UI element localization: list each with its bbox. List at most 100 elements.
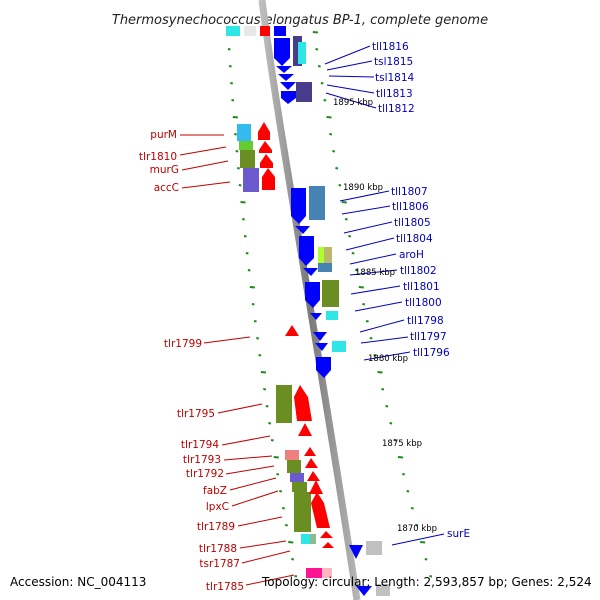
connector-tlr1794 <box>221 435 271 446</box>
feature-fabZ-domain <box>290 473 304 482</box>
connector-lpxC <box>231 490 279 507</box>
major-tick-mark <box>273 456 279 459</box>
minor-tick-mark <box>276 473 280 476</box>
gene-label-tlr1793[interactable]: tlr1793 <box>183 454 221 466</box>
gene-arrow-tsl1815 <box>276 66 292 73</box>
kbp-markers: 1895 kbp 1890 kbp 1885 kbp 1880 kbp 1875… <box>333 98 437 534</box>
gene-label-tlr1795[interactable]: tlr1795 <box>177 408 215 420</box>
connector-tll1812 <box>325 92 377 109</box>
kbp-label: 1890 kbp <box>343 183 383 193</box>
gene-label-tsl1814[interactable]: tsl1814 <box>375 72 415 84</box>
connector-tll1801 <box>350 285 401 295</box>
connector-tlr1792 <box>225 465 275 475</box>
minor-tick-mark <box>355 269 358 272</box>
gene-label-tll1816[interactable]: tll1816 <box>372 41 409 53</box>
gene-label-tlr1788[interactable]: tlr1788 <box>199 543 237 555</box>
connector-tlr1795 <box>217 403 263 414</box>
feature-tlr1788-domain <box>301 534 310 544</box>
minor-tick-mark <box>338 184 342 187</box>
connector-tll1796 <box>363 351 411 361</box>
connector-fabZ <box>229 477 277 491</box>
feature-tll1813-domain <box>296 82 312 102</box>
major-tick-mark <box>240 201 246 204</box>
gene-label-tll1807[interactable]: tll1807 <box>391 186 428 198</box>
gene-label-tlr1810[interactable]: tlr1810 <box>139 151 177 163</box>
connector-tll1806 <box>341 205 391 215</box>
gene-label-fabZ[interactable]: fabZ <box>203 485 227 497</box>
gene-arrow-murG <box>260 154 273 168</box>
connector-tlr1788 <box>239 540 287 549</box>
gene-arrow-tll1806 <box>295 226 310 234</box>
gene-label-tlr1792[interactable]: tlr1792 <box>186 468 224 480</box>
major-tick-mark <box>397 456 404 459</box>
gene-label-lpxC[interactable]: lpxC <box>206 501 229 513</box>
gene-label-tll1805[interactable]: tll1805 <box>394 217 431 229</box>
gene-label-tll1797[interactable]: tll1797 <box>410 331 447 343</box>
gene-arrow-top <box>274 26 286 36</box>
gene-arrow-tlr1792 <box>305 458 318 468</box>
gene-label-tll1800[interactable]: tll1800 <box>405 297 442 309</box>
gene-label-tll1812[interactable]: tll1812 <box>378 103 415 115</box>
gene-label-surE[interactable]: surE <box>447 528 470 540</box>
forward-strand-features <box>226 26 334 578</box>
connector-aroH <box>349 253 397 265</box>
minor-tick-mark <box>282 507 285 510</box>
feature-top-partial <box>226 26 240 36</box>
gene-arrow-tll1796 <box>316 357 331 378</box>
gene-arrow-tsl1814 <box>278 74 294 81</box>
gene-label-tll1802[interactable]: tll1802 <box>400 265 437 277</box>
minor-tick-mark <box>320 82 324 85</box>
minor-tick-mark <box>369 337 373 340</box>
gene-label-accC[interactable]: accC <box>154 182 179 194</box>
gene-label-tll1813[interactable]: tll1813 <box>376 88 413 100</box>
feature-lpxC-domain <box>292 482 307 492</box>
minor-tick-mark <box>381 388 385 391</box>
connector-tlr1799 <box>203 336 251 344</box>
gene-label-tll1806[interactable]: tll1806 <box>392 201 429 213</box>
gene-label-tll1801[interactable]: tll1801 <box>403 281 440 293</box>
connector-tlr1785 <box>245 574 295 586</box>
gene-label-tll1796[interactable]: tll1796 <box>413 347 450 359</box>
kbp-label: 1880 kbp <box>368 354 408 364</box>
feature-tll1804-domain <box>318 247 324 263</box>
feature-murG-domain <box>240 150 255 168</box>
minor-tick-mark <box>265 405 269 408</box>
feature-tll1807-domain <box>309 186 325 220</box>
gene-label-purM[interactable]: purM <box>150 129 177 141</box>
gene-label-tll1804[interactable]: tll1804 <box>396 233 433 245</box>
gene-label-tlr1799[interactable]: tlr1799 <box>164 338 202 350</box>
tick-marks <box>226 31 433 578</box>
connector-tll1813 <box>326 84 375 94</box>
connector-tlr1793 <box>223 455 273 461</box>
minor-tick-mark <box>238 184 242 187</box>
gene-arrow-tll1797 <box>315 343 328 351</box>
gene-label-murG[interactable]: murG <box>150 164 179 176</box>
minor-tick-mark <box>402 473 405 476</box>
connector-murG <box>181 160 229 171</box>
feature-tlr1795-domain <box>276 385 292 423</box>
major-tick-mark <box>358 286 364 289</box>
gene-label-tlr1794[interactable]: tlr1794 <box>181 439 219 451</box>
gene-arrow-tlr1793 <box>304 447 316 456</box>
gene-label-tll1798[interactable]: tll1798 <box>407 315 444 327</box>
gene-label-tsr1787[interactable]: tsr1787 <box>199 558 240 570</box>
connector-accC <box>181 181 231 189</box>
feature-bottom-partial <box>322 568 332 578</box>
forward-gene-labels: purM tlr1810 murG accC tlr1799 tlr1795 t… <box>139 129 244 593</box>
gene-label-tlr1785[interactable]: tlr1785 <box>206 581 244 593</box>
gene-label-tsl1815[interactable]: tsl1815 <box>374 56 413 68</box>
minor-tick-mark <box>351 252 355 255</box>
gene-arrow-tll1807 <box>291 188 306 224</box>
feature-bottom-partial <box>376 584 390 596</box>
minor-tick-mark <box>291 558 295 561</box>
minor-tick-mark <box>365 320 369 323</box>
minor-tick-mark <box>362 303 366 306</box>
gene-label-aroH[interactable]: aroH <box>399 249 424 261</box>
connector-tlr1810 <box>179 146 227 156</box>
minor-tick-mark <box>234 133 237 136</box>
connector-tll1798 <box>359 319 405 333</box>
gene-arrow-purM <box>258 122 270 140</box>
gene-arrow-tlr1789 <box>311 492 330 528</box>
gene-label-tlr1789[interactable]: tlr1789 <box>197 521 235 533</box>
